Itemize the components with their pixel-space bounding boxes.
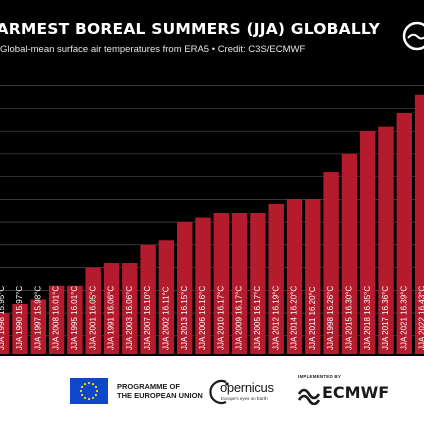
eu-star-icon xyxy=(83,396,87,400)
bar-label: JJA 2007 16.10°C xyxy=(143,286,152,350)
eu-star-icon xyxy=(83,382,87,386)
bar xyxy=(85,267,101,354)
bar-label: JJA 1990 15.97°C xyxy=(15,286,24,350)
eu-star-icon xyxy=(79,389,83,393)
bar-label: JJA 2009 16.17°C xyxy=(235,286,244,350)
eu-text-line1: PROGRAMME OF xyxy=(117,382,180,391)
bar xyxy=(158,240,175,354)
bar xyxy=(12,303,28,354)
bar-label: JJA 2013 16.15°C xyxy=(180,286,189,350)
bar xyxy=(195,217,211,354)
copernicus-wordmark: opernicus xyxy=(220,380,274,395)
bar-label: JJA 1998 16.26°C xyxy=(326,286,335,350)
copernicus-logo-icon xyxy=(209,379,229,405)
bar xyxy=(140,244,156,354)
bar xyxy=(177,222,193,354)
eu-star-icon xyxy=(87,397,91,401)
bar xyxy=(250,213,266,354)
bar-label: JJA 2001 16.05°C xyxy=(88,286,97,350)
bar-label: JJA 2021 16.39°C xyxy=(399,286,408,350)
eu-star-icon xyxy=(95,389,99,393)
bar xyxy=(414,94,424,354)
bar-label: JJA 2017 16.36°C xyxy=(381,286,390,350)
bar-label: JJA 1995 16.01°C xyxy=(70,286,79,350)
ecmwf-logo-icon xyxy=(297,388,321,405)
bar xyxy=(122,263,138,354)
implemented-by-text: IMPLEMENTED BY xyxy=(298,374,342,379)
bar xyxy=(103,263,120,354)
eu-star-icon xyxy=(80,385,84,389)
bar-label: JJA 1991 16.06°C xyxy=(107,286,116,350)
eu-programme-text: PROGRAMME OF THE EUROPEAN UNION xyxy=(117,382,203,400)
bar-label: JJA 2005 16.17°C xyxy=(253,286,262,350)
bar xyxy=(213,213,229,354)
bar-label: JJA 2008 16.01°C xyxy=(52,286,61,350)
bar xyxy=(268,203,284,354)
bar xyxy=(360,131,376,354)
bar xyxy=(341,153,358,354)
eu-star-icon xyxy=(80,393,84,397)
bar-label: JJA 2011 16.20°C xyxy=(308,286,317,350)
bar xyxy=(67,285,83,354)
bar-label: JJA 2015 16.30°C xyxy=(345,286,354,350)
eu-text-line2: THE EUROPEAN UNION xyxy=(117,391,203,400)
eu-star-icon xyxy=(94,385,98,389)
chart-title: 10 WARMEST BOREAL SUMMERS (JJA) GLOBALLY xyxy=(0,20,380,38)
bar-label: JJA 2003 16.06°C xyxy=(125,286,134,350)
eu-star-icon xyxy=(91,396,95,400)
bar-label: JJA 2022 16.43°C xyxy=(418,286,424,350)
bar-label: JJA 2010 16.17°C xyxy=(216,286,225,350)
bar xyxy=(305,199,321,354)
bar-label: JJA 2002 16.11°C xyxy=(162,286,171,350)
bar xyxy=(48,285,65,354)
copernicus-tagline: Europe's eyes on Earth xyxy=(221,396,268,401)
bar-label: JJA 1998 15.95°C xyxy=(0,286,6,350)
bar-label: JJA 2018 16.35°C xyxy=(363,286,372,350)
ecmwf-wordmark: ECMWF xyxy=(322,383,390,402)
eu-star-icon xyxy=(91,382,95,386)
bar-label: JJA 2012 16.19°C xyxy=(271,286,280,350)
bar-label: JJA 1997 15.98°C xyxy=(33,286,42,350)
bar-label: JJA 2014 16.20°C xyxy=(290,286,299,350)
chart-subtitle: Global-mean surface air temperatures fro… xyxy=(0,44,306,55)
bar xyxy=(286,199,303,354)
eu-star-icon xyxy=(94,393,98,397)
bar-chart: JJA 1998 15.95°C JJA 1990 15.97°C JJA 1997… xyxy=(0,85,424,354)
bar xyxy=(231,213,248,354)
bar xyxy=(323,172,339,354)
bar xyxy=(378,126,394,354)
footer-logos: PROGRAMME OF THE EUROPEAN UNION opernicu… xyxy=(0,356,424,424)
bar xyxy=(30,299,46,354)
bar xyxy=(396,112,412,354)
eu-star-icon xyxy=(87,381,91,385)
c3s-logo-icon xyxy=(402,21,424,51)
bar xyxy=(0,313,10,354)
eu-flag-icon xyxy=(70,378,108,404)
bar-label: JJA 2006 16.16°C xyxy=(198,286,207,350)
